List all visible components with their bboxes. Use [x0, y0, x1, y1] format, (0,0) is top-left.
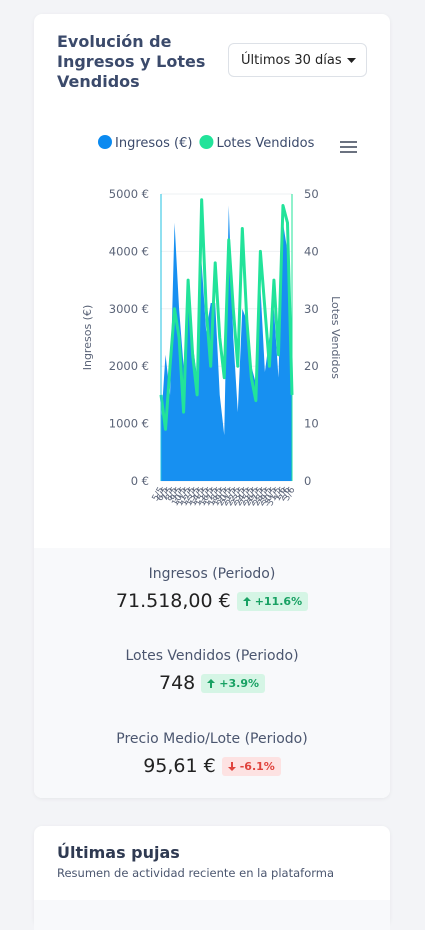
caret — [347, 58, 356, 63]
stat-value: 748 — [159, 672, 196, 694]
stat: Ingresos (Periodo) 71.518,00 € +11.6% — [34, 566, 390, 612]
bids-card: Últimas pujas Resumen de actividad recie… — [34, 826, 390, 930]
y2-tick-label: 10 — [304, 417, 319, 431]
stat: Precio Medio/Lote (Periodo) 95,61 € -6.1% — [34, 731, 390, 777]
y-tick-label: 4000 € — [109, 244, 149, 258]
y2-axis-title: Lotes Vendidos — [329, 296, 342, 379]
change-text: +3.9% — [219, 676, 259, 690]
legend-label: Lotes Vendidos — [216, 136, 314, 151]
chart-card: Evolución de Ingresos y Lotes Vendidos Ú… — [34, 14, 390, 798]
y2-tick-label: 20 — [304, 359, 319, 373]
period-dropdown[interactable]: Últimos 30 días — [228, 43, 367, 77]
y2-tick-label: 40 — [304, 244, 319, 258]
stat-label: Ingresos (Periodo) — [148, 566, 276, 582]
line — [159, 198, 294, 431]
legend-swatch — [199, 135, 214, 149]
change-text: -6.1% — [239, 759, 275, 773]
stats-panel: Ingresos (Periodo) 71.518,00 € +11.6% Lote… — [34, 548, 390, 798]
legend-label: Ingresos (€) — [115, 136, 192, 151]
chart: 0 € 1000 € 2000 € 3000 € 4000 € 5000 € 0 10 20 30… — [81, 135, 357, 508]
bids-subtitle: Resumen de actividad reciente en la plat… — [57, 866, 335, 880]
stat-change: -6.1% — [221, 756, 281, 776]
dropdown-label: Últimos 30 días — [241, 53, 342, 68]
y-tick-label: 3000 € — [109, 302, 149, 316]
stat: Lotes Vendidos (Periodo) 748 +3.9% — [34, 648, 390, 694]
card-title: Evolución de Ingresos y Lotes Vendidos — [57, 32, 206, 91]
y-axis-title: Ingresos (€) — [81, 305, 94, 371]
bids-title: Últimas pujas — [57, 843, 180, 862]
y-tick-label: 5000 € — [109, 187, 149, 201]
stat-value: 95,61 € — [143, 755, 216, 777]
legend-swatch — [98, 135, 112, 149]
menu-icon[interactable] — [340, 141, 357, 153]
y-tick-label: 0 € — [131, 474, 149, 488]
bids-table — [34, 900, 390, 930]
stat-change: +3.9% — [201, 673, 265, 693]
stat-label: Precio Medio/Lote (Periodo) — [116, 731, 308, 747]
y-tick-label: 2000 € — [109, 359, 149, 373]
y2-tick-label: 0 — [304, 474, 311, 488]
y-tick-label: 1000 € — [109, 417, 149, 431]
stat-label: Lotes Vendidos (Periodo) — [125, 648, 299, 664]
change-text: +11.6% — [254, 594, 303, 608]
y2-tick-label: 50 — [304, 187, 319, 201]
stat-value: 71.518,00 € — [115, 590, 231, 612]
stat-change: +11.6% — [236, 591, 309, 611]
y2-tick-label: 30 — [304, 302, 319, 316]
